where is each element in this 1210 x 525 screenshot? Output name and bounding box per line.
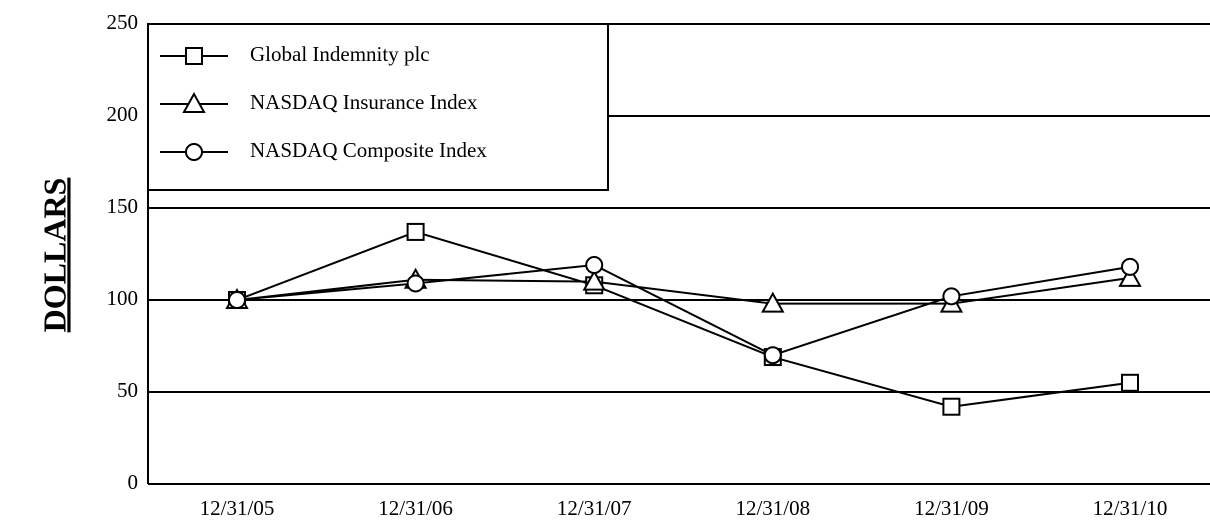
marker bbox=[582, 269, 606, 291]
marker bbox=[182, 91, 206, 113]
legend-box bbox=[147, 23, 609, 191]
y-tick-label: 150 bbox=[107, 194, 139, 218]
legend-label: Global Indemnity plc bbox=[250, 42, 430, 66]
marker bbox=[406, 274, 425, 293]
marker bbox=[406, 222, 425, 241]
marker bbox=[942, 287, 961, 306]
marker bbox=[185, 143, 203, 161]
y-tick-label: 50 bbox=[117, 378, 138, 402]
x-tick-label: 12/31/09 bbox=[914, 496, 989, 520]
y-tick-label: 250 bbox=[107, 10, 139, 34]
marker bbox=[1118, 265, 1142, 287]
y-tick-label: 100 bbox=[107, 286, 139, 310]
marker bbox=[585, 256, 604, 275]
y-axis-label: DOLLARS bbox=[36, 178, 72, 333]
marker bbox=[763, 346, 782, 365]
x-tick-label: 12/31/07 bbox=[557, 496, 632, 520]
x-tick-label: 12/31/05 bbox=[200, 496, 275, 520]
legend-label: NASDAQ Insurance Index bbox=[250, 90, 478, 114]
marker bbox=[761, 291, 785, 313]
marker bbox=[228, 291, 246, 309]
marker bbox=[1121, 373, 1139, 392]
y-tick-label: 0 bbox=[128, 470, 139, 494]
marker bbox=[942, 397, 961, 416]
y-tick-label: 200 bbox=[107, 102, 139, 126]
x-tick-label: 12/31/08 bbox=[735, 496, 810, 520]
series-line bbox=[236, 276, 1131, 305]
x-tick-label: 12/31/10 bbox=[1093, 496, 1168, 520]
series-line bbox=[236, 264, 1131, 357]
marker bbox=[185, 47, 203, 65]
series-line bbox=[236, 230, 1131, 408]
x-tick-label: 12/31/06 bbox=[378, 496, 453, 520]
marker bbox=[1121, 257, 1139, 276]
legend-label: NASDAQ Composite Index bbox=[250, 138, 487, 162]
